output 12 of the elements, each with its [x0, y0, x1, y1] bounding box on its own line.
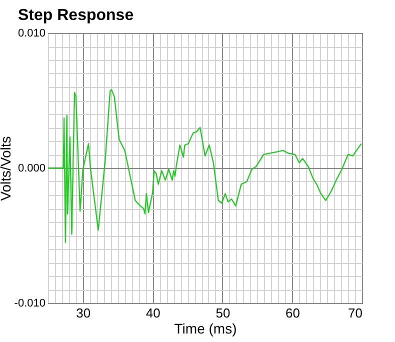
x-axis-title: Time (ms) — [174, 320, 237, 336]
x-tick-label: 60 — [285, 306, 300, 320]
x-tick-label: 50 — [216, 306, 230, 320]
y-tick-label: 0.010 — [18, 28, 46, 40]
y-tick-label: 0.000 — [18, 162, 46, 174]
x-tick-label: 40 — [146, 306, 160, 320]
y-axis-title: Volts/Volts — [0, 136, 14, 201]
line-series — [48, 89, 362, 243]
x-tick-label: 70 — [348, 306, 362, 320]
x-tick-label: 30 — [76, 306, 91, 320]
chart-title: Step Response — [18, 7, 134, 24]
y-tick-label: -0.010 — [14, 298, 46, 310]
